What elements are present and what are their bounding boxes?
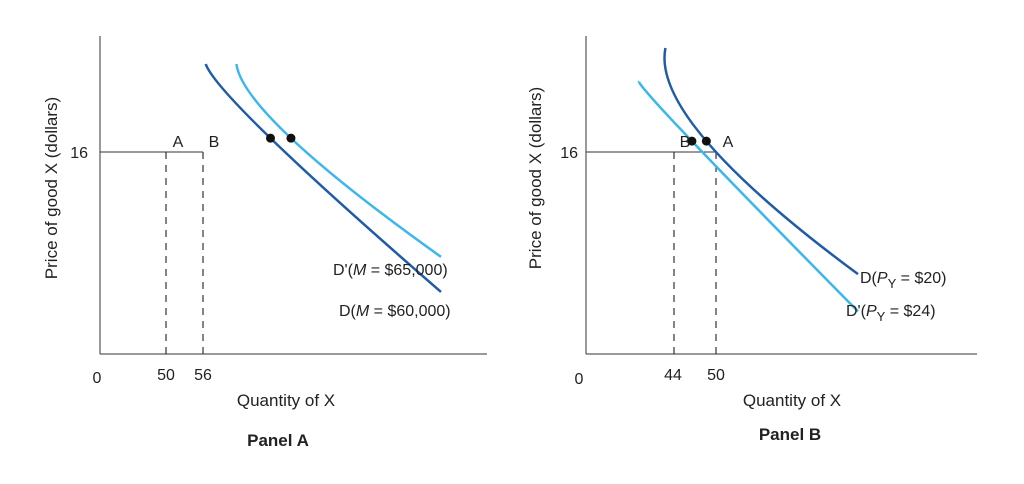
panel-a-y-axis-title: Price of good X (dollars): [42, 97, 61, 279]
panel-b-point-b: [687, 136, 697, 146]
panel-b-y-axis-title: Price of good X (dollars): [526, 87, 545, 269]
panel-b-y-tick-16: 16: [560, 145, 578, 162]
panel-b-point-a: [701, 136, 711, 146]
panel-b-demand-d-prime: [637, 80, 859, 313]
panel-a-x-axis-title: Quantity of X: [237, 391, 335, 410]
panel-b-point-b-label: B: [680, 134, 691, 151]
panel-a-demand-d-prime: [235, 63, 442, 258]
panel-a-d-label: D(M = $60,000): [339, 303, 451, 320]
panel-a-title: Panel A: [247, 431, 309, 450]
panel-a: Price of good X (dollars) Quantity of X …: [42, 36, 487, 450]
panel-b-title: Panel B: [759, 425, 821, 444]
panel-b-demand-d: [663, 47, 859, 276]
panel-a-x-tick-50: 50: [157, 367, 175, 384]
panel-a-y-tick-16: 16: [70, 145, 88, 162]
panel-b: Price of good X (dollars) Quantity of X …: [526, 36, 977, 444]
panel-b-d-label: D(PY = $20): [860, 270, 947, 291]
panel-a-point-b: [286, 133, 296, 143]
panel-b-d-prime-label: D'(PY = $24): [846, 303, 936, 324]
panel-a-origin-label: 0: [93, 370, 102, 387]
panel-b-x-axis-title: Quantity of X: [743, 391, 841, 410]
panel-b-point-a-label: A: [723, 134, 734, 151]
panel-a-d-prime-label: D'(M = $65,000): [333, 262, 448, 279]
panel-b-x-tick-50: 50: [707, 367, 725, 384]
panel-a-demand-d: [204, 63, 442, 293]
panel-a-x-tick-56: 56: [194, 367, 212, 384]
panel-b-origin-label: 0: [575, 371, 584, 388]
panel-a-point-a-label: A: [173, 134, 184, 151]
panel-a-point-b-label: B: [209, 134, 220, 151]
panel-b-x-tick-44: 44: [664, 367, 682, 384]
panel-a-point-a: [266, 133, 275, 143]
